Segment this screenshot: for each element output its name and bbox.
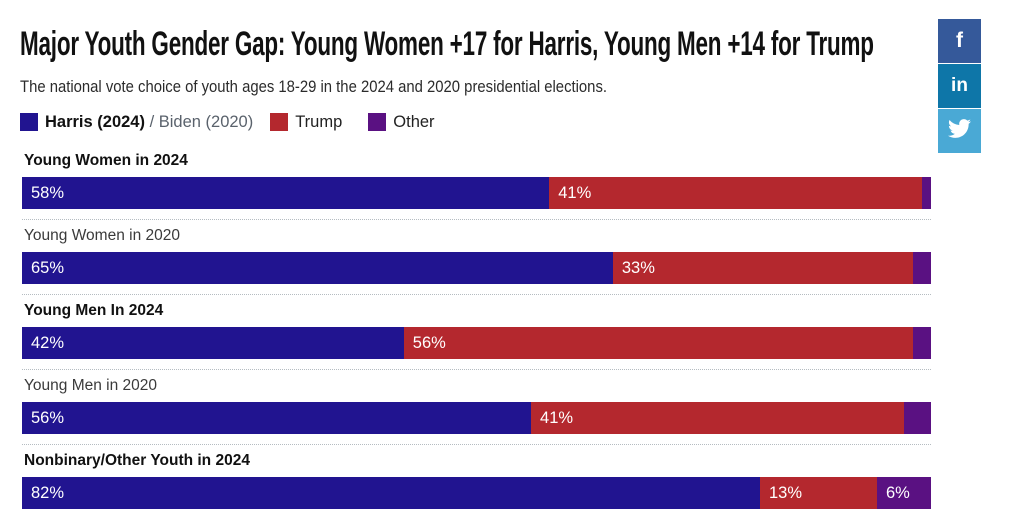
trump-segment: 41% [531,402,904,434]
legend-label-trump: Trump [295,112,343,131]
other-value-label: 6% [886,483,910,502]
trump-value-label: 13% [769,483,803,502]
chart-row: Nonbinary/Other Youth in 2024 82% 13% 6% [22,452,931,509]
linkedin-icon: in [951,75,968,96]
chart-row: Young Women in 2024 58% 41% [22,152,931,220]
row-separator [22,294,931,295]
harris-value-label: 56% [31,408,65,427]
row-label: Young Women in 2024 [24,152,188,169]
twitter-bird-icon [948,117,972,146]
harris-value-label: 58% [31,183,65,202]
linkedin-share-button[interactable]: in [938,64,981,108]
stacked-bar: 82% 13% 6% [22,477,931,509]
legend-swatch-harris [20,113,38,131]
row-separator [22,444,931,445]
other-segment [903,402,931,434]
trump-segment: 41% [549,177,922,209]
bar-chart: Young Women in 2024 58% 41% Young Women … [22,152,932,509]
chart-row: Young Men in 2020 56% 41% [22,377,931,445]
legend-label-harris-biden: Harris (2024) / Biden (2020) [45,112,254,131]
harris-segment: 56% [22,402,532,434]
trump-segment: 56% [403,327,913,359]
legend-item-other: Other [368,112,435,132]
legend: Harris (2024) / Biden (2020) Trump Other [20,113,1010,131]
other-segment: 6% [877,477,931,509]
harris-value-label: 65% [31,258,65,277]
row-label: Young Men In 2024 [24,302,164,319]
facebook-share-button[interactable]: f [938,19,981,63]
social-share-rail: f in [938,19,981,154]
trump-value-label: 41% [558,183,592,202]
harris-value-label: 82% [31,483,65,502]
harris-value-label: 42% [31,333,65,352]
page-title: Major Youth Gender Gap: Young Women +17 … [20,25,874,63]
legend-label-other: Other [393,112,435,131]
other-segment [921,177,931,209]
harris-segment: 82% [22,477,760,509]
row-separator [22,219,931,220]
stacked-bar: 65% 33% [22,252,931,284]
legend-item-harris-biden: Harris (2024) / Biden (2020) [20,113,253,132]
row-label: Young Women in 2020 [24,227,180,244]
trump-value-label: 41% [540,408,574,427]
trump-value-label: 33% [621,258,655,277]
harris-segment: 65% [22,252,613,284]
legend-swatch-trump [270,113,289,131]
stacked-bar: 42% 56% [22,327,932,359]
legend-swatch-other [368,113,387,131]
trump-segment: 33% [612,252,913,284]
stacked-bar: 58% 41% [22,177,931,209]
harris-segment: 58% [22,177,550,209]
legend-item-trump: Trump [270,113,342,132]
row-label: Nonbinary/Other Youth in 2024 [24,452,250,469]
other-segment [912,327,932,359]
chart-row: Young Men In 2024 42% 56% [22,302,932,370]
trump-value-label: 56% [412,333,446,352]
harris-segment: 42% [22,327,404,359]
stacked-bar: 56% 41% [22,402,931,434]
twitter-share-button[interactable] [938,109,981,153]
other-segment [912,252,931,284]
chart-row: Young Women in 2020 65% 33% [22,227,931,295]
trump-segment: 13% [760,477,877,509]
facebook-icon: f [956,29,963,52]
chart-subtitle: The national vote choice of youth ages 1… [20,78,607,96]
row-label: Young Men in 2020 [24,377,158,394]
row-separator [22,369,931,370]
